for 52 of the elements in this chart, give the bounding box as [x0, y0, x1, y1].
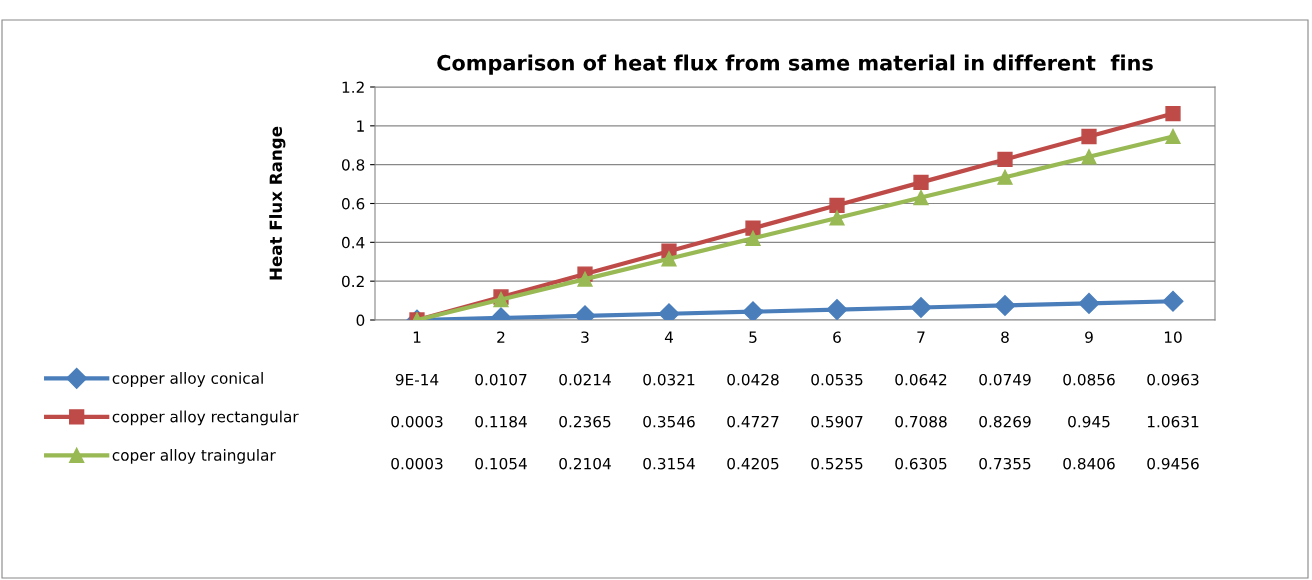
data-label: 0.0963 [1147, 373, 1199, 386]
x-tick-label: 6 [833, 331, 841, 343]
data-label: 0.2104 [559, 457, 611, 470]
data-label: 0.0003 [391, 415, 443, 428]
data-label: 0.8269 [979, 415, 1031, 428]
data-label: 0.3154 [643, 457, 695, 470]
y-tick-label: 0.8 [341, 159, 365, 171]
data-label: 0.1184 [475, 415, 527, 428]
y-tick-label: 1 [357, 120, 364, 132]
chart-title: Comparison of heat flux from same material in different fins [437, 54, 1153, 75]
data-label: 0.5907 [811, 415, 863, 428]
legend-label: copper alloy conical [112, 372, 263, 387]
legend-label: coper alloy traingular [112, 449, 276, 464]
y-tick-label: 0.2 [341, 275, 364, 288]
data-label: 0.3546 [643, 415, 695, 428]
data-label: 0.4727 [727, 415, 779, 428]
x-tick-label: 4 [664, 331, 673, 343]
data-label: 0.0749 [979, 373, 1031, 386]
data-label: 0.6305 [895, 457, 947, 470]
data-label: 9E-14 [395, 373, 439, 386]
x-tick-label: 5 [749, 331, 757, 343]
data-label: 0.0856 [1063, 373, 1115, 386]
data-label: 1.0631 [1147, 415, 1199, 428]
x-tick-label: 1 [413, 331, 421, 343]
data-label: 0.945 [1068, 415, 1110, 428]
y-tick-label: 0.6 [341, 197, 365, 210]
y-tick-label: 0.4 [341, 236, 365, 249]
data-label: 0.8406 [1063, 457, 1115, 470]
x-tick-label: 8 [1001, 331, 1009, 343]
y-axis-title: Heat Flux Range [269, 126, 286, 280]
data-label: 0.4205 [727, 457, 779, 470]
data-label: 0.5255 [811, 457, 863, 470]
x-tick-label: 2 [497, 331, 505, 343]
x-tick-label: 3 [581, 331, 589, 343]
data-label: 0.7355 [979, 457, 1031, 470]
data-label: 0.9456 [1147, 457, 1199, 470]
data-label: 0.0428 [727, 373, 779, 386]
data-label: 0.0003 [391, 457, 443, 470]
data-label: 0.0214 [559, 373, 611, 386]
y-tick-label: 0 [356, 314, 365, 327]
data-label: 0.7088 [895, 415, 947, 428]
data-label: 0.0642 [895, 373, 947, 386]
x-tick-label: 9 [1085, 331, 1093, 343]
data-label: 0.2365 [559, 415, 611, 428]
data-label: 0.0107 [475, 373, 527, 386]
x-tick-label: 7 [917, 331, 925, 343]
legend-label: copper alloy rectangular [112, 410, 299, 426]
y-tick-label: 1.2 [342, 81, 364, 93]
data-label: 0.0535 [811, 373, 863, 386]
data-label: 0.0321 [643, 373, 695, 386]
x-tick-label: 10 [1164, 331, 1182, 343]
data-label: 0.1054 [475, 457, 527, 470]
